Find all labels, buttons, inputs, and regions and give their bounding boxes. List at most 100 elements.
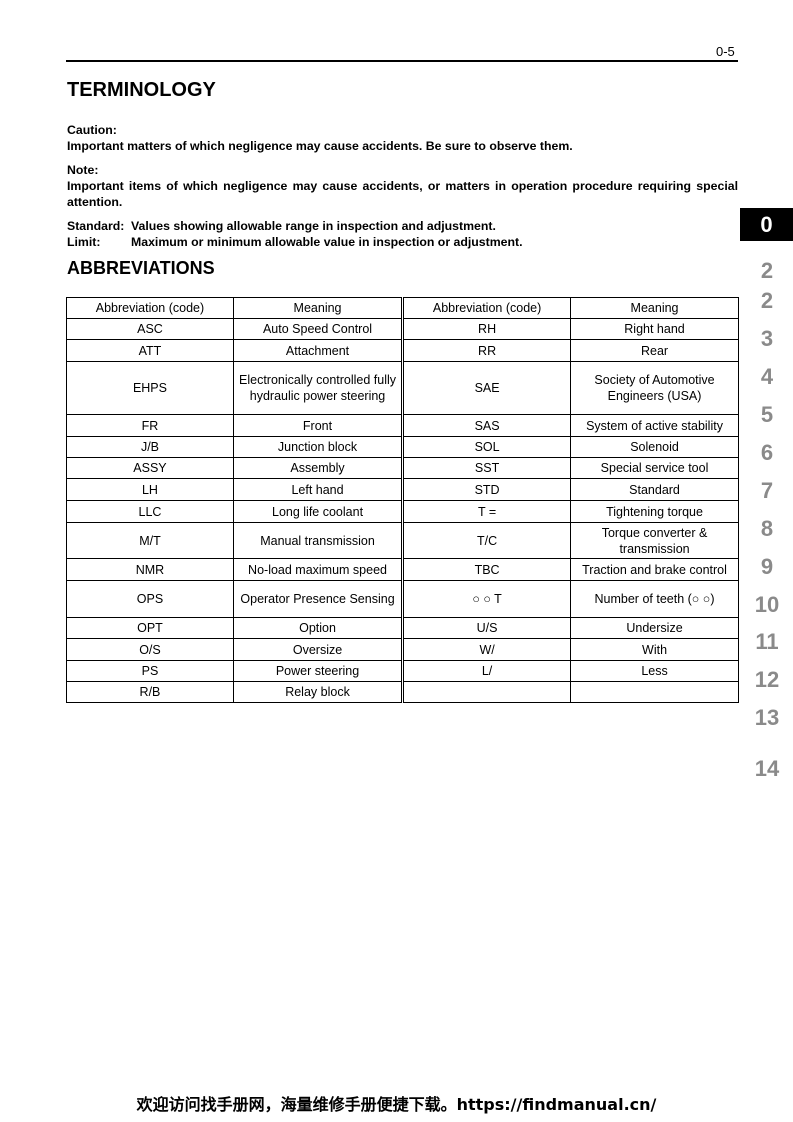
meaning-cell: Front bbox=[232, 414, 405, 437]
abbreviation-cell: ASSY bbox=[66, 457, 234, 479]
note-label: Note: bbox=[67, 163, 99, 177]
abbreviation-cell: ASC bbox=[66, 318, 234, 340]
abbreviation-cell: LH bbox=[66, 478, 234, 501]
abbreviation-cell: SAE bbox=[402, 361, 572, 415]
abbreviation-cell bbox=[402, 681, 572, 703]
meaning-cell: Electronically controlled fully hydrauli… bbox=[232, 361, 405, 415]
side-tab-14[interactable]: 14 bbox=[754, 756, 780, 781]
limit-label: Limit: bbox=[67, 235, 101, 249]
terminology-title: TERMINOLOGY bbox=[67, 79, 216, 101]
abbreviation-cell: T = bbox=[402, 500, 572, 523]
meaning-cell bbox=[570, 681, 739, 703]
meaning-cell: Less bbox=[570, 660, 739, 682]
table-row: OPS Operator Presence Sensing ○ ○ T Number … bbox=[66, 580, 739, 618]
abbreviation-cell: U/S bbox=[402, 617, 572, 639]
table-row: FR Front SAS System of active stability bbox=[66, 414, 739, 437]
meaning-cell: Right hand bbox=[570, 318, 739, 340]
abbreviation-cell: L/ bbox=[402, 660, 572, 682]
note-text: Important items of which negligence may … bbox=[67, 179, 738, 209]
abbreviation-cell: O/S bbox=[66, 638, 234, 661]
abbreviation-cell: J/B bbox=[66, 436, 234, 458]
side-tab-8[interactable]: 8 bbox=[760, 516, 774, 541]
table-row: EHPS Electronically controlled fully hydr… bbox=[66, 361, 739, 415]
meaning-cell: Traction and brake control bbox=[570, 558, 739, 581]
table-row: M/T Manual transmission T/C Torque converte… bbox=[66, 522, 739, 559]
meaning-cell: Manual transmission bbox=[232, 522, 405, 559]
meaning-cell: Left hand bbox=[232, 478, 405, 501]
side-tab-2[interactable]: 2 bbox=[760, 258, 774, 283]
meaning-cell: Power steering bbox=[232, 660, 405, 682]
side-tab-13[interactable]: 13 bbox=[754, 705, 780, 730]
standard-label: Standard: bbox=[67, 219, 125, 233]
table-row: LH Left hand STD Standard bbox=[66, 478, 739, 501]
meaning-cell: System of active stability bbox=[570, 414, 739, 437]
table-row: O/S Oversize W/With bbox=[66, 638, 739, 661]
meaning-cell: Assembly bbox=[232, 457, 405, 479]
meaning-cell: Society of Automotive Engineers (USA) bbox=[570, 361, 739, 415]
abbreviation-cell: W/ bbox=[402, 638, 572, 661]
side-tab-7[interactable]: 7 bbox=[760, 478, 774, 503]
meaning-cell: Solenoid bbox=[570, 436, 739, 458]
caution-block: Caution: Important matters of which negl… bbox=[67, 122, 738, 154]
abbreviation-cell: R/B bbox=[66, 681, 234, 703]
abbreviation-cell: FR bbox=[66, 414, 234, 437]
abbreviation-cell: ATT bbox=[66, 339, 234, 362]
abbreviation-cell: SAS bbox=[402, 414, 572, 437]
side-tab-12[interactable]: 12 bbox=[754, 667, 780, 692]
column-header: Abbreviation (code) bbox=[66, 297, 234, 319]
abbreviation-cell: ○ ○ T bbox=[402, 580, 572, 618]
meaning-cell: Tightening torque bbox=[570, 500, 739, 523]
abbreviation-cell: NMR bbox=[66, 558, 234, 581]
meaning-cell: No-load maximum speed bbox=[232, 558, 405, 581]
meaning-cell: Junction block bbox=[232, 436, 405, 458]
abbreviation-cell: T/C bbox=[402, 522, 572, 559]
side-tab-9[interactable]: 9 bbox=[760, 554, 774, 579]
abbreviation-cell: SST bbox=[402, 457, 572, 479]
meaning-cell: Special service tool bbox=[570, 457, 739, 479]
column-header: Abbreviation (code) bbox=[402, 297, 572, 319]
meaning-cell: Standard bbox=[570, 478, 739, 501]
limit-text: Maximum or minimum allowable value in in… bbox=[131, 235, 523, 249]
meaning-cell: Operator Presence Sensing bbox=[232, 580, 405, 618]
table-row: PS Power steering L/Less bbox=[66, 660, 739, 682]
side-tab-active[interactable]: 0 bbox=[740, 208, 793, 241]
column-header: Meaning bbox=[570, 297, 739, 319]
side-tab-5[interactable]: 5 bbox=[760, 402, 774, 427]
side-tab-6[interactable]: 6 bbox=[760, 440, 774, 465]
meaning-cell: Long life coolant bbox=[232, 500, 405, 523]
abbreviation-cell: OPT bbox=[66, 617, 234, 639]
meaning-cell: Relay block bbox=[232, 681, 405, 703]
side-tab-11[interactable]: 11 bbox=[755, 629, 779, 654]
abbreviation-cell: OPS bbox=[66, 580, 234, 618]
caution-label: Caution: bbox=[67, 123, 117, 137]
abbreviation-cell: M/T bbox=[66, 522, 234, 559]
abbreviation-cell: EHPS bbox=[66, 361, 234, 415]
table-row: NMR No-load maximum speed TBC Traction and … bbox=[66, 558, 739, 581]
side-tab-10[interactable]: 10 bbox=[754, 592, 780, 617]
meaning-cell: Number of teeth (○ ○) bbox=[570, 580, 739, 618]
table-row: R/B Relay block bbox=[66, 681, 739, 703]
abbreviation-cell: SOL bbox=[402, 436, 572, 458]
column-header: Meaning bbox=[232, 297, 405, 319]
footer-watermark: 欢迎访问找手册网，海量维修手册便捷下载。https://findmanual.c… bbox=[136, 1095, 657, 1114]
meaning-cell: With bbox=[570, 638, 739, 661]
table-row: OPT Option U/S Undersize bbox=[66, 617, 739, 639]
side-tab-4[interactable]: 4 bbox=[760, 364, 774, 389]
page-number: 0-5 bbox=[716, 44, 735, 59]
side-tab-2[interactable]: 2 bbox=[760, 288, 774, 313]
table-row: LLC Long life coolant T = Tightening torque bbox=[66, 500, 739, 523]
table-row: J/B Junction block SOL Solenoid bbox=[66, 436, 739, 458]
abbreviation-cell: RH bbox=[402, 318, 572, 340]
table-header-row: Abbreviation (code) Meaning Abbreviation (… bbox=[66, 297, 739, 319]
abbreviations-table: Abbreviation (code) Meaning Abbreviation (… bbox=[66, 297, 739, 703]
meaning-cell: Attachment bbox=[232, 339, 405, 362]
abbreviation-cell: STD bbox=[402, 478, 572, 501]
side-tab-3[interactable]: 3 bbox=[760, 326, 774, 351]
meaning-cell: Oversize bbox=[232, 638, 405, 661]
note-block: Note: Important items of which negligenc… bbox=[67, 162, 738, 210]
table-row: ASSY Assembly SST Special service tool bbox=[66, 457, 739, 479]
meaning-cell: Torque converter & transmission bbox=[570, 522, 739, 559]
table-row: ATT Attachment RR Rear bbox=[66, 339, 739, 362]
abbreviation-cell: LLC bbox=[66, 500, 234, 523]
